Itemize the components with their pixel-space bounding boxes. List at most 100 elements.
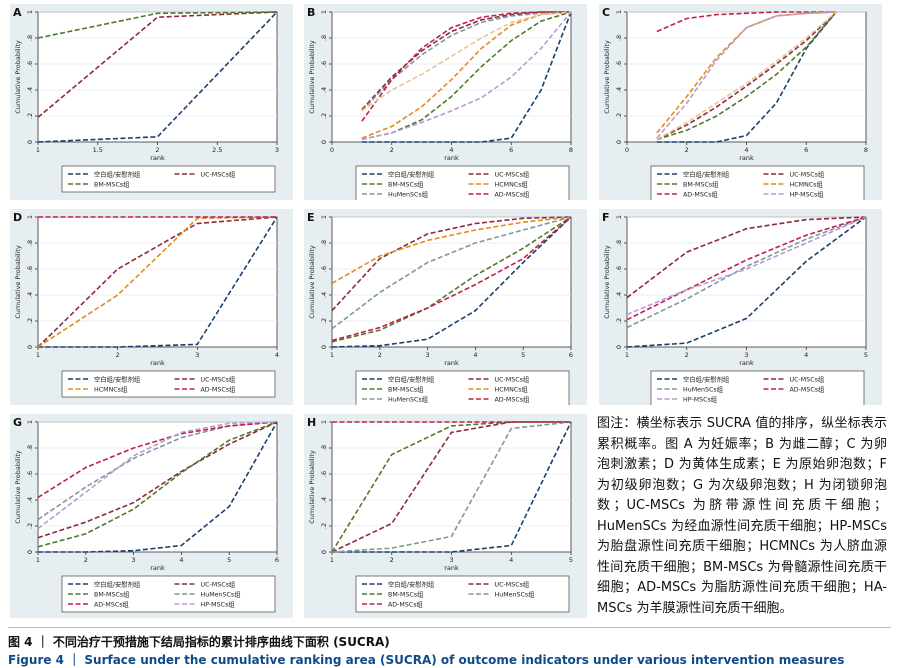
x-tick-label: 6 — [509, 146, 513, 154]
series-line-humenscs — [331, 216, 572, 330]
y-tick-label: .6 — [26, 266, 34, 272]
y-tick-label: .2 — [320, 113, 328, 119]
legend-label: UC-MSCs组 — [201, 169, 236, 178]
legend-box — [355, 165, 570, 200]
legend-label: HP-MSCs组 — [201, 599, 236, 608]
chart-H: 0 .2 .4 .6 .8 1 1 2 3 4 5 rank Cumulative Probabilit… — [307, 416, 573, 613]
y-tick-label: 1 — [615, 215, 623, 219]
series-line-uc-mscs — [37, 216, 278, 348]
legend-label: UC-MSCs组 — [495, 169, 530, 178]
series-line-hp-mscs — [37, 421, 278, 530]
plot-area — [331, 11, 572, 143]
legend-label: AD-MSCs组 — [495, 189, 531, 198]
panel-letter: H — [307, 416, 316, 429]
y-tick-label: .6 — [320, 471, 328, 477]
x-tick-label: 3 — [275, 146, 279, 154]
x-tick-label: 1 — [36, 351, 40, 359]
y-tick-label: .4 — [615, 87, 623, 93]
legend-label: HuMenSCs组 — [388, 394, 429, 403]
series-line-bm-mscs — [361, 11, 572, 141]
x-tick-label: 0 — [330, 146, 334, 154]
x-tick-label: 0 — [625, 146, 629, 154]
x-tick-label: 3 — [132, 556, 136, 564]
y-tick-label: .4 — [26, 497, 34, 503]
chart-E: 0 .2 .4 .6 .8 1 1 2 3 4 5 6 rank Cumulative Probabili… — [307, 211, 573, 405]
chart-C: 0 .2 .4 .6 .8 1 0 2 4 6 8 rank Cumulative Probabilit… — [602, 6, 868, 200]
series-line-placebo — [38, 421, 278, 553]
y-tick-label: 1 — [320, 10, 328, 14]
legend-label: HCMNCs组 — [94, 384, 128, 393]
x-tick-label: 8 — [569, 146, 573, 154]
legend-box — [61, 575, 276, 613]
x-tick-label: 6 — [569, 351, 573, 359]
legend-label: HCMNCs组 — [790, 179, 824, 188]
x-tick-label: 2 — [390, 146, 394, 154]
y-tick-label: .2 — [615, 113, 623, 119]
series-line-uc-mscs — [37, 421, 278, 539]
y-tick-label: 1 — [320, 420, 328, 424]
panel-letter: B — [307, 6, 315, 19]
y-tick-label: .2 — [320, 523, 328, 529]
panel-letter: A — [13, 6, 22, 19]
legend-label: HCMNCs组 — [495, 384, 529, 393]
panel-G: 0 .2 .4 .6 .8 1 1 2 3 4 5 6 rank Cumulative Probabili… — [10, 414, 293, 618]
series-line-ad-mscs — [656, 11, 837, 33]
x-tick-label: 2 — [378, 351, 382, 359]
series-line-ad-mscs — [626, 216, 867, 321]
y-tick-label: 1 — [320, 215, 328, 219]
y-tick-label: .2 — [26, 113, 34, 119]
legend-box — [61, 165, 276, 193]
y-axis-label: Cumulative Probability — [308, 40, 316, 114]
legend-label: 空白组/安慰剂组 — [94, 579, 141, 588]
y-tick-label: .8 — [320, 240, 328, 246]
x-tick-label: 4 — [449, 146, 453, 154]
series-line-placebo — [656, 11, 837, 143]
y-tick-label: 0 — [320, 140, 328, 144]
x-axis-label: rank — [444, 154, 459, 162]
legend-label: 空白组/安慰剂组 — [683, 169, 730, 178]
x-tick-label: 1 — [36, 146, 40, 154]
series-line-uc-mscs — [361, 11, 571, 111]
y-tick-label: 0 — [320, 550, 328, 554]
y-tick-label: .4 — [26, 292, 34, 298]
y-tick-label: .8 — [615, 240, 623, 246]
y-axis-label: Cumulative Probability — [308, 245, 316, 319]
x-tick-label: 5 — [569, 556, 573, 564]
series-line-ad-mscs — [361, 11, 571, 122]
chart-G: 0 .2 .4 .6 .8 1 1 2 3 4 5 6 rank Cumulative Probabili… — [13, 416, 279, 613]
legend-label: UC-MSCs组 — [495, 374, 530, 383]
series-line-uc-mscs — [626, 216, 867, 299]
legend-label: UC-MSCs组 — [201, 374, 236, 383]
x-tick-label: 2 — [390, 556, 394, 564]
legend-box — [650, 370, 865, 405]
chart-B: 0 .2 .4 .6 .8 1 0 2 4 6 8 rank Cumulative Probabilit… — [307, 6, 573, 200]
series-line-uc-mscs — [656, 11, 837, 141]
x-tick-label: 3 — [426, 351, 430, 359]
caption-chinese: 图 4 ｜ 不同治疗干预措施下结局指标的累计排序曲线下面积 (SUCRA) — [8, 635, 390, 649]
x-tick-label: 5 — [227, 556, 231, 564]
y-tick-label: 1 — [26, 215, 34, 219]
x-axis-label: rank — [150, 154, 165, 162]
series-line-bm-mscs — [331, 421, 571, 553]
panel-E: 0 .2 .4 .6 .8 1 1 2 3 4 5 6 rank Cumulative Probabili… — [304, 209, 587, 405]
legend-label: UC-MSCs组 — [790, 169, 825, 178]
x-tick-label: 3 — [744, 351, 748, 359]
legend-label: AD-MSCs组 — [495, 394, 531, 403]
legend-label: 空白组/安慰剂组 — [388, 374, 435, 383]
y-tick-label: 1 — [26, 420, 34, 424]
x-tick-label: 3 — [449, 556, 453, 564]
y-axis-label: Cumulative Probability — [308, 450, 316, 524]
legend-label: AD-MSCs组 — [790, 384, 826, 393]
y-tick-label: 1 — [26, 10, 34, 14]
legend-label: UC-MSCs组 — [790, 374, 825, 383]
panel-H: 0 .2 .4 .6 .8 1 1 2 3 4 5 rank Cumulative Probabilit… — [304, 414, 587, 618]
y-tick-label: .4 — [320, 497, 328, 503]
plot-area — [626, 216, 867, 348]
chart-D: 0 .2 .4 .6 .8 1 1 2 3 4 rank Cumulative Probability… — [13, 211, 279, 398]
panel-letter: G — [13, 416, 22, 429]
legend-label: AD-MSCs组 — [94, 599, 130, 608]
x-tick-label: 2 — [155, 146, 159, 154]
x-tick-label: 6 — [804, 146, 808, 154]
y-axis-label: Cumulative Probability — [14, 40, 22, 114]
series-line-ha-mscs — [656, 11, 837, 141]
